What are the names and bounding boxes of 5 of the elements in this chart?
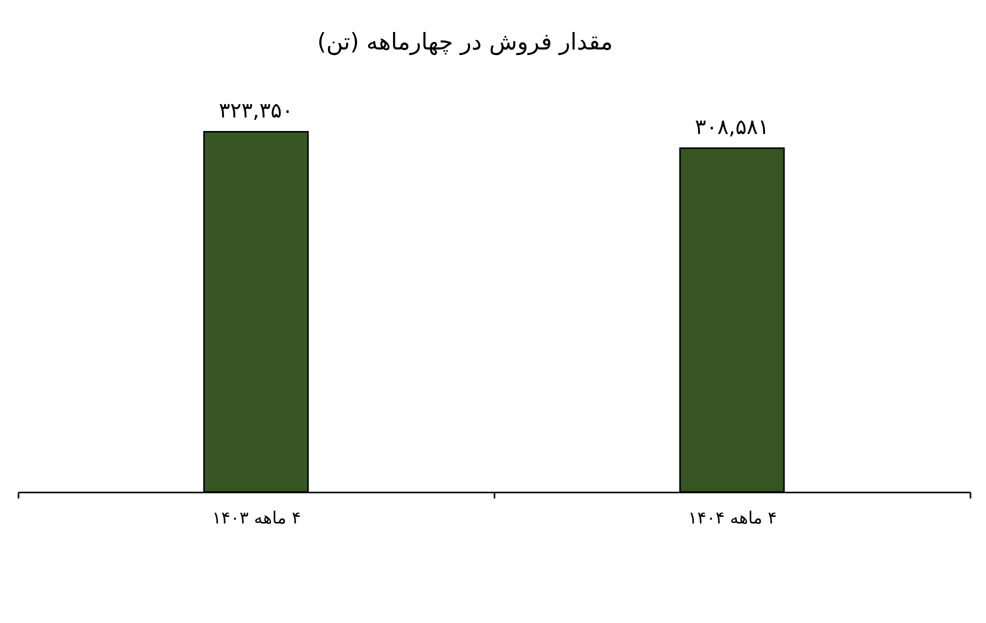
chart-title: مقدار فروش در چهارماهه (تن) xyxy=(317,30,613,56)
x-tick-label: ۴ ماهه ۱۴۰۴ xyxy=(688,508,777,528)
data-label: ۳۲۳,۳۵۰ xyxy=(218,98,294,123)
data-label: ۳۰۸,۵۸۱ xyxy=(694,115,770,140)
x-tick-label: ۴ ماهه ۱۴۰۳ xyxy=(212,508,301,528)
